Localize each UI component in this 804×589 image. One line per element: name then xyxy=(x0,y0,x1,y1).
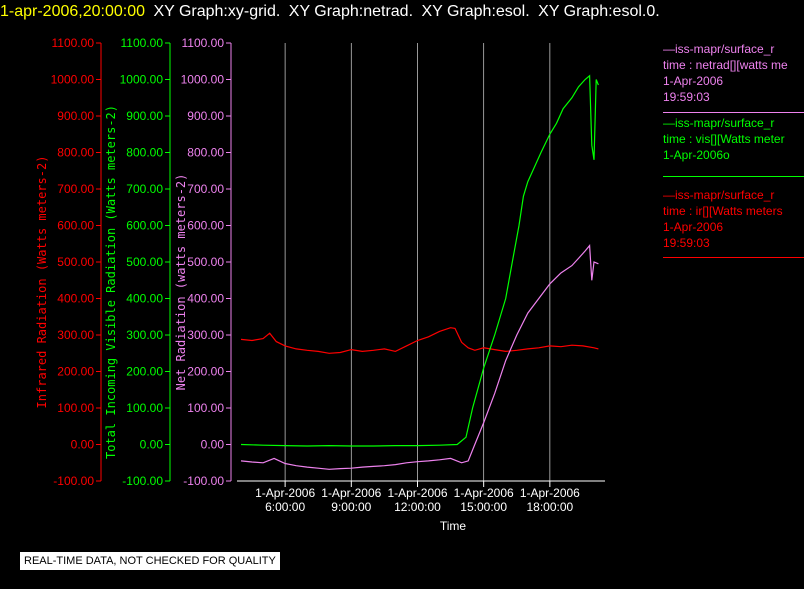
datetime-label: 1-apr-2006,20:00:00 xyxy=(0,3,145,20)
ir-tick-label: 900.00 xyxy=(57,109,94,123)
legend-netrad-variable: time : netrad[][watts me xyxy=(663,58,788,72)
x-tick-date: 1-Apr-2006 xyxy=(321,486,381,500)
ir-series-line xyxy=(240,327,599,354)
legend-netrad: —iss-mapr/surface_r time : netrad[][watt… xyxy=(663,41,804,105)
legend-vis-date: 1-Apr-2006o xyxy=(663,148,730,162)
vis-tick-label: 800.00 xyxy=(126,146,163,160)
ir-axis-title: Infrared Radiation (Watts meters-2) xyxy=(35,156,49,409)
vis-tick-label: 1000.00 xyxy=(120,73,164,87)
netrad-tick-label: 200.00 xyxy=(187,365,224,379)
x-tick-date: 1-Apr-2006 xyxy=(520,486,580,500)
ir-tick-label: 800.00 xyxy=(57,146,94,160)
ir-tick-label: 700.00 xyxy=(57,182,94,196)
x-tick-time: 18:00:00 xyxy=(526,500,573,514)
netrad-tick-label: 100.00 xyxy=(187,401,224,415)
ir-tick-label: 100.00 xyxy=(57,401,94,415)
legend-ir: —iss-mapr/surface_r time : ir[][Watts me… xyxy=(663,187,804,251)
legend-vis: —iss-mapr/surface_r time : vis[][Watts m… xyxy=(663,115,804,163)
vis-tick-label: 700.00 xyxy=(126,182,163,196)
netrad-tick-label: 600.00 xyxy=(187,219,224,233)
graph-title-esol-0: XY Graph:esol.0. xyxy=(538,3,660,20)
netrad-tick-label: 1100.00 xyxy=(182,36,225,50)
vis-tick-label: 500.00 xyxy=(126,255,163,269)
legend-netrad-time: 19:59:03 xyxy=(663,90,710,104)
netrad-tick-label: 300.00 xyxy=(187,328,224,342)
vis-tick-label: 300.00 xyxy=(126,328,163,342)
netrad-tick-label: 800.00 xyxy=(187,146,224,160)
x-tick-date: 1-Apr-2006 xyxy=(255,486,315,500)
x-tick-time: 9:00:00 xyxy=(331,500,371,514)
legend-vis-variable: time : vis[][Watts meter xyxy=(663,132,785,146)
x-tick-time: 15:00:00 xyxy=(460,500,507,514)
vis-tick-label: -100.00 xyxy=(122,474,163,488)
ir-tick-label: 500.00 xyxy=(57,255,94,269)
netrad-tick-label: 400.00 xyxy=(187,292,224,306)
legend-ir-time: 19:59:03 xyxy=(663,236,710,250)
vis-tick-label: 1100.00 xyxy=(121,36,164,50)
legend-netrad-source: —iss-mapr/surface_r xyxy=(663,42,775,56)
legend-vis-source: —iss-mapr/surface_r xyxy=(663,116,775,130)
vis-series-line xyxy=(240,74,599,447)
vis-tick-label: 0.00 xyxy=(140,438,164,452)
ir-tick-label: 300.00 xyxy=(57,328,94,342)
legend-ir-date: 1-Apr-2006 xyxy=(663,220,724,234)
vis-tick-label: 600.00 xyxy=(126,219,163,233)
netrad-tick-label: 0.00 xyxy=(201,438,225,452)
netrad-tick-label: 700.00 xyxy=(187,182,224,196)
title-bar: 1-apr-2006,20:00:00 XY Graph:xy-grid. XY… xyxy=(0,3,664,25)
x-tick-time: 6:00:00 xyxy=(265,500,305,514)
vis-tick-label: 400.00 xyxy=(126,292,163,306)
graph-title-netrad: XY Graph:netrad. xyxy=(288,3,414,20)
x-tick-date: 1-Apr-2006 xyxy=(387,486,447,500)
legend-ir-variable: time : ir[][Watts meters xyxy=(663,204,783,218)
netrad-tick-label: 900.00 xyxy=(187,109,224,123)
legend-netrad-date: 1-Apr-2006 xyxy=(663,74,724,88)
legend-ir-separator xyxy=(663,257,804,258)
ir-tick-label: 1100.00 xyxy=(52,36,95,50)
vis-axis-title: Total Incoming Visible Radiation (Watts … xyxy=(104,105,118,459)
ir-tick-label: 0.00 xyxy=(71,438,95,452)
netrad-series-line xyxy=(240,244,599,470)
legend-netrad-separator xyxy=(663,112,804,113)
legend-vis-separator xyxy=(663,176,804,177)
netrad-tick-label: 1000.00 xyxy=(181,73,225,87)
vis-tick-label: 200.00 xyxy=(126,365,163,379)
netrad-tick-label: -100.00 xyxy=(183,474,224,488)
quality-notice: REAL-TIME DATA, NOT CHECKED FOR QUALITY xyxy=(19,551,281,571)
x-tick-time: 12:00:00 xyxy=(394,500,441,514)
vis-tick-label: 900.00 xyxy=(126,109,163,123)
ir-tick-label: 600.00 xyxy=(57,219,94,233)
x-axis-label: Time xyxy=(440,519,467,533)
ir-tick-label: 1000.00 xyxy=(51,73,95,87)
vis-tick-label: 100.00 xyxy=(126,401,163,415)
x-tick-date: 1-Apr-2006 xyxy=(454,486,514,500)
netrad-axis-title: Net Radiation (watts meters-2) xyxy=(174,174,188,391)
legend-ir-source: —iss-mapr/surface_r xyxy=(663,188,775,202)
ir-tick-label: 400.00 xyxy=(57,292,94,306)
graph-title-esol: XY Graph:esol. xyxy=(421,3,530,20)
graph-title-xy-grid: XY Graph:xy-grid. xyxy=(153,3,281,20)
netrad-tick-label: 500.00 xyxy=(187,255,224,269)
ir-tick-label: -100.00 xyxy=(53,474,94,488)
ir-tick-label: 200.00 xyxy=(57,365,94,379)
